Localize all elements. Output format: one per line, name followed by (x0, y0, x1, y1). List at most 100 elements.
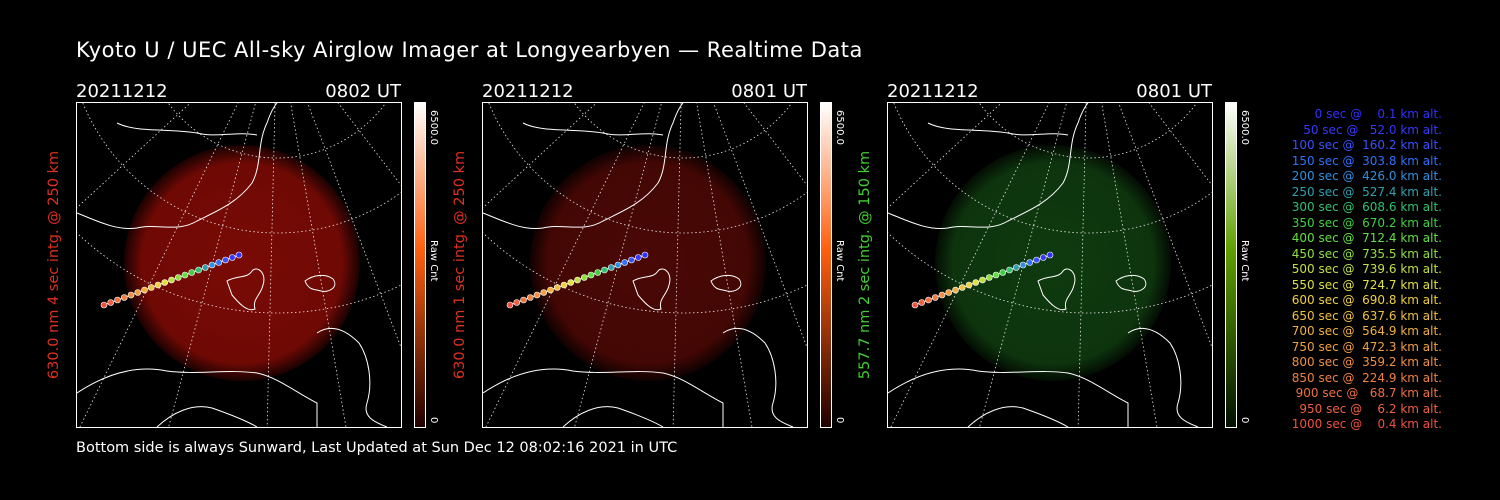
trajectory-point (547, 286, 554, 294)
trajectory-point (181, 271, 189, 279)
trajectory-point (601, 266, 608, 274)
trajectory-point (141, 286, 148, 294)
trajectory-point (188, 269, 196, 276)
trajectory-point (114, 296, 121, 304)
panel-date: 20211212 (76, 81, 168, 102)
legend-entry: 50 sec @ 52.0 km alt. (1295, 122, 1442, 137)
map-svg (77, 103, 401, 427)
colorbar (1225, 102, 1237, 428)
trajectory-point (621, 259, 629, 266)
trajectory-point (580, 274, 588, 281)
graticule (888, 103, 1212, 427)
coastlines (77, 103, 388, 427)
trajectory-point (506, 301, 514, 309)
trajectory-point (952, 286, 959, 294)
trajectory-point (1046, 251, 1054, 259)
trajectory-point (235, 251, 243, 259)
colorbar (820, 102, 832, 428)
colorbar-unit-label: Raw Cnt (1239, 240, 1250, 282)
trajectory-point (161, 279, 169, 286)
legend-entry: 400 sec @ 712.4 km alt. (1287, 231, 1442, 245)
legend-entry: 450 sec @ 735.5 km alt. (1287, 246, 1442, 261)
trajectory-point (134, 289, 142, 296)
trajectory-point (1033, 256, 1040, 264)
legend-entry: 0 sec @ 0.1 km alt. (1303, 107, 1442, 121)
legend-entry: 500 sec @ 739.6 km alt. (1287, 262, 1442, 276)
trajectory-point (999, 269, 1007, 276)
colorbar-min-label: 0 (834, 417, 845, 424)
trajectory-point (958, 284, 966, 291)
trajectory-point (222, 256, 229, 264)
trajectory-point (925, 296, 932, 304)
trajectory-point (208, 261, 216, 269)
trajectory-point (100, 301, 108, 309)
panel-2: 20211212 0801 UT 630.0 nm 1 sec intg. @ … (452, 80, 845, 450)
panel-ylabel: 557.7 nm 2 sec intg. @ 150 km (857, 150, 873, 380)
legend-entry: 700 sec @ 564.9 km alt. (1287, 324, 1442, 338)
trajectory-point (228, 254, 236, 261)
trajectory-point (992, 271, 1000, 279)
trajectory-point (174, 274, 182, 281)
trajectory-point (120, 294, 128, 301)
trajectory-point (168, 276, 175, 284)
legend-entry: 350 sec @ 670.2 km alt. (1287, 215, 1442, 230)
footer-note: Bottom side is always Sunward, Last Upda… (76, 440, 678, 456)
rocket-trajectory (506, 251, 649, 309)
trajectory-point (972, 279, 980, 286)
airglow-disk (530, 145, 766, 381)
panel-time: 0801 UT (731, 81, 807, 102)
legend-entry: 550 sec @ 724.7 km alt. (1287, 277, 1442, 292)
trajectory-point (513, 299, 521, 306)
trajectory-point (965, 281, 973, 289)
trajectory-point (201, 264, 209, 271)
map-svg (888, 103, 1212, 427)
legend-entry: 800 sec @ 359.2 km alt. (1287, 355, 1442, 369)
legend-entry: 1000 sec @ 0.4 km alt. (1291, 417, 1442, 431)
legend-entry: 150 sec @ 303.8 km alt. (1287, 153, 1442, 168)
allsky-image[interactable] (887, 102, 1213, 428)
colorbar-unit-label: Raw Cnt (428, 240, 439, 282)
legend-entry: 850 sec @ 224.9 km alt. (1287, 370, 1442, 385)
colorbar-unit-label: Raw Cnt (834, 240, 845, 282)
colorbar (414, 102, 426, 428)
trajectory-point (607, 264, 615, 271)
panel-ylabel: 630.0 nm 1 sec intg. @ 250 km (452, 150, 468, 380)
legend-entry: 100 sec @ 160.2 km alt. (1287, 138, 1442, 152)
trajectory-point (628, 256, 635, 264)
trajectory-point (931, 294, 939, 301)
coastlines (888, 103, 1199, 427)
panel-time: 0801 UT (1136, 81, 1212, 102)
panel-time: 0802 UT (325, 81, 401, 102)
trajectory-point (526, 294, 534, 301)
allsky-image[interactable] (76, 102, 402, 428)
page-title: Kyoto U / UEC All-sky Airglow Imager at … (76, 38, 863, 62)
trajectory-point (1012, 264, 1020, 271)
allsky-image[interactable] (482, 102, 808, 428)
graticule (77, 103, 401, 427)
colorbar-max-label: 6500.0 (1239, 110, 1250, 145)
colorbar-max-label: 6500.0 (834, 110, 845, 145)
map-svg (483, 103, 807, 427)
trajectory-point (195, 266, 202, 274)
trajectory-point (938, 291, 946, 299)
trajectory-point (540, 289, 548, 296)
trajectory-point (553, 284, 561, 291)
colorbar-min-label: 0 (428, 417, 439, 424)
colorbar-max-label: 6500.0 (428, 110, 439, 145)
trajectory-point (979, 276, 986, 284)
panel-date: 20211212 (887, 81, 979, 102)
trajectory-point (127, 291, 135, 299)
rocket-trajectory (100, 251, 243, 309)
trajectory-point (154, 281, 162, 289)
rocket-trajectory (911, 251, 1054, 309)
trajectory-point (985, 274, 993, 281)
trajectory-point (641, 251, 649, 259)
trajectory-point (945, 289, 953, 296)
trajectory-point (567, 279, 575, 286)
panel-ylabel: 630.0 nm 4 sec intg. @ 250 km (46, 150, 62, 380)
trajectory-point (1019, 261, 1027, 269)
airglow-disk (935, 145, 1171, 381)
trajectory-point (634, 254, 642, 261)
legend-entry: 650 sec @ 637.6 km alt. (1287, 308, 1442, 323)
trajectory-point (1026, 259, 1034, 266)
